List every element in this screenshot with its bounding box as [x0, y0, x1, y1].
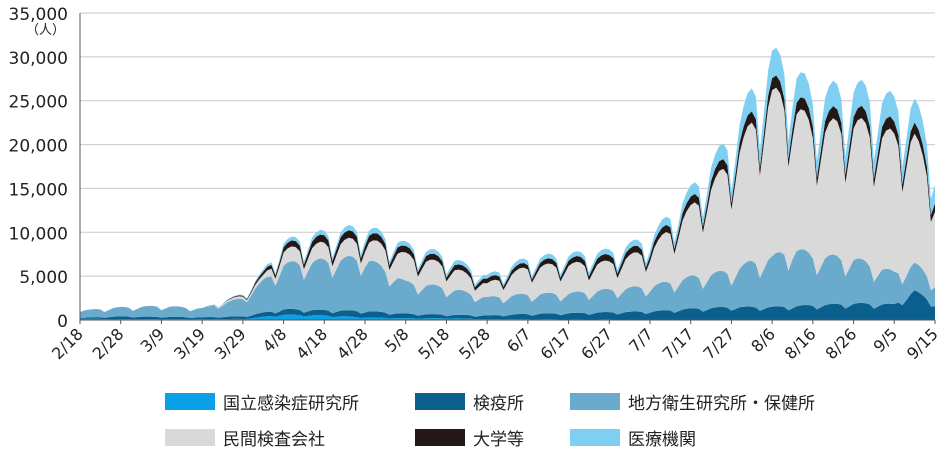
x-tick-label: 3/9 — [137, 324, 169, 356]
x-tick-label: 6/27 — [577, 324, 616, 363]
legend-item: 国立感染症研究所 — [165, 390, 359, 414]
x-tick-label: 4/28 — [333, 324, 372, 363]
x-tick-label: 6/17 — [537, 324, 576, 363]
legend-label: 国立感染症研究所 — [223, 393, 359, 414]
y-axis-unit: （人） — [26, 23, 65, 38]
y-tick-label: 35,000 — [9, 5, 68, 25]
legend-swatch — [570, 428, 620, 446]
legend-label: 大学等 — [473, 429, 524, 450]
x-tick-label: 8/6 — [747, 324, 779, 356]
x-tick-label: 9/5 — [869, 324, 901, 356]
legend-item: 民間検査会社 — [165, 426, 325, 450]
y-tick-label: 20,000 — [9, 137, 68, 157]
legend-swatch — [165, 392, 215, 410]
y-tick-label: 25,000 — [9, 93, 68, 113]
series-area — [80, 314, 935, 320]
y-tick-label: 10,000 — [9, 224, 68, 244]
legend-label: 地方衛生研究所・保健所 — [628, 393, 815, 414]
x-tick-label: 3/29 — [211, 324, 250, 363]
x-tick-label: 5/28 — [455, 324, 494, 363]
legend-label: 民間検査会社 — [223, 429, 325, 450]
x-tick-label: 8/16 — [781, 324, 820, 363]
y-tick-label: 15,000 — [9, 180, 68, 200]
y-tick-label: 0 — [57, 312, 68, 332]
legend-item: 医療機関 — [570, 426, 696, 450]
x-tick-label: 3/19 — [170, 324, 209, 363]
series-area — [80, 249, 935, 319]
x-tick-label: 7/7 — [625, 324, 657, 356]
legend-item: 大学等 — [415, 426, 524, 450]
legend: 国立感染症研究所 検疫所 地方衛生研究所・保健所民間検査会社 大学等 医療機関 — [165, 390, 925, 450]
stacked-area-chart: （人） 0 5,000 10,000 15,000 20,000 25,000 30,000… — [9, 5, 942, 363]
x-tick-label: 8/26 — [822, 324, 861, 363]
legend-swatch — [415, 428, 465, 446]
x-tick-label: 4/8 — [259, 324, 291, 356]
x-tick-label: 6/7 — [503, 324, 535, 356]
x-tick-label: 7/27 — [699, 324, 738, 363]
legend-label: 医療機関 — [628, 429, 696, 450]
legend-swatch — [165, 428, 215, 446]
x-tick-label: 2/28 — [89, 324, 128, 363]
legend-label: 検疫所 — [473, 393, 524, 414]
series-area — [80, 87, 935, 313]
legend-swatch — [570, 392, 620, 410]
x-tick-label: 2/18 — [48, 324, 87, 363]
series-area — [80, 290, 935, 320]
x-tick-label: 7/17 — [659, 324, 698, 363]
legend-item: 地方衛生研究所・保健所 — [570, 390, 815, 414]
legend-item: 検疫所 — [415, 390, 524, 414]
y-tick-label: 5,000 — [19, 268, 68, 288]
x-tick-label: 5/18 — [414, 324, 453, 363]
y-tick-label: 30,000 — [9, 49, 68, 69]
x-tick-label: 5/8 — [381, 324, 413, 356]
x-tick-label: 9/15 — [903, 324, 942, 363]
legend-swatch — [415, 392, 465, 410]
x-tick-label: 4/18 — [292, 324, 331, 363]
